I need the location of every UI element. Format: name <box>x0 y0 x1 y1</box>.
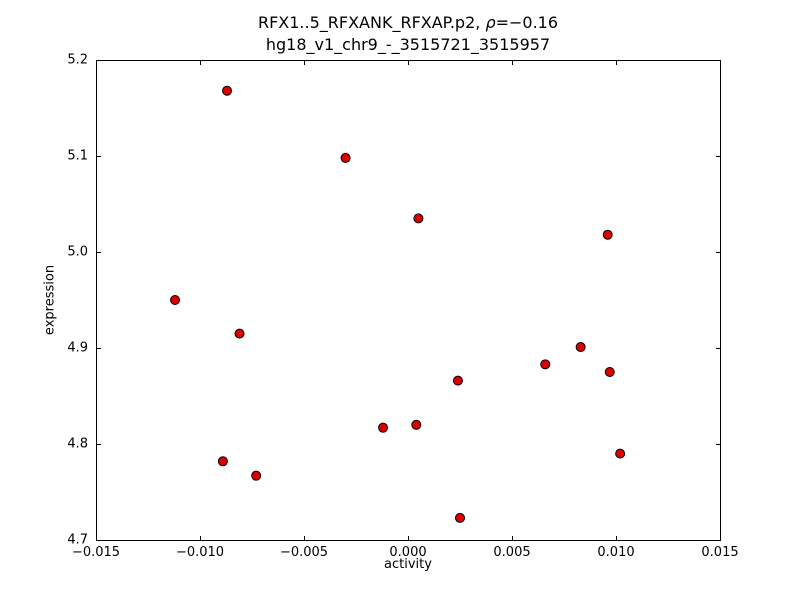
data-point <box>604 367 615 377</box>
y-tick-label: 5.0 <box>67 244 88 260</box>
data-point <box>455 512 465 523</box>
x-tick-label: −0.010 <box>175 545 225 560</box>
data-point <box>217 456 228 467</box>
title-prefix: RFX1..5_RFXANK_RFXAP.p2, <box>257 13 486 32</box>
data-point <box>615 448 626 459</box>
chart-title: RFX1..5_RFXANK_RFXAP.p2, ρ=−0.16 hg18_v1… <box>96 12 720 56</box>
x-tick-label: 0.015 <box>701 545 739 560</box>
plot-frame <box>96 60 721 541</box>
data-point <box>251 470 262 481</box>
data-point <box>234 328 245 339</box>
data-point <box>340 152 351 163</box>
y-tick-label: 5.2 <box>67 52 88 68</box>
data-point <box>413 213 424 224</box>
x-tick-label: −0.015 <box>71 545 121 560</box>
y-tick-label: 4.9 <box>67 340 88 356</box>
y-tick-label: 4.7 <box>67 532 88 548</box>
x-tick-label: −0.005 <box>279 545 329 560</box>
data-point <box>540 359 551 370</box>
data-point <box>411 419 422 430</box>
chart-title-line1: RFX1..5_RFXANK_RFXAP.p2, ρ=−0.16 <box>96 12 720 34</box>
data-point <box>222 85 233 96</box>
x-axis-label: activity <box>384 557 432 572</box>
rho-symbol: ρ <box>485 13 496 32</box>
y-axis-label: expression <box>42 264 58 336</box>
y-tick-label: 5.1 <box>67 148 88 164</box>
x-tick-label: 0.010 <box>597 545 635 560</box>
chart-subtitle: hg18_v1_chr9_-_3515721_3515957 <box>265 35 551 54</box>
data-point <box>452 375 463 386</box>
x-tick-label: 0.005 <box>493 545 531 560</box>
data-point <box>575 342 586 353</box>
y-tick-label: 4.8 <box>67 436 88 452</box>
rho-value: =−0.16 <box>495 13 559 32</box>
data-point <box>602 229 613 240</box>
data-point <box>170 295 181 305</box>
x-tick-label: 0.000 <box>389 545 427 560</box>
data-point <box>378 422 389 433</box>
